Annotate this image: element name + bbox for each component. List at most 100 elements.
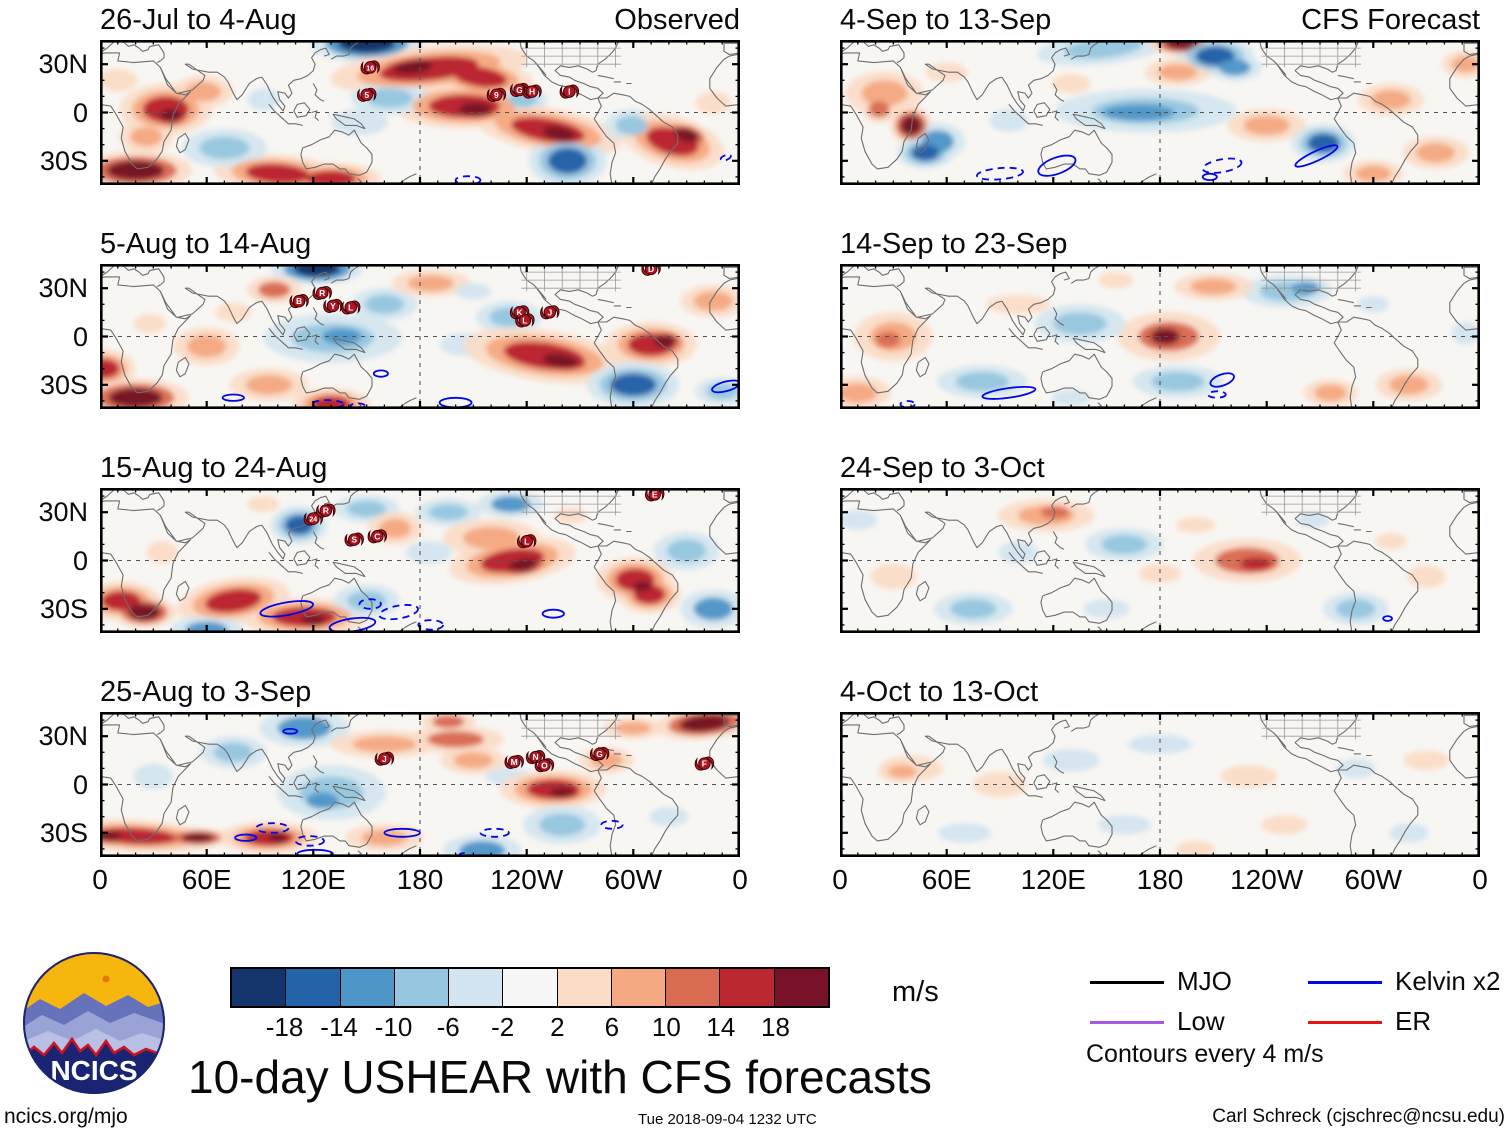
map-panel-fcst-1 xyxy=(840,40,1480,185)
colorbar-segment xyxy=(719,969,774,1006)
panel-title: 14-Sep to 23-Sep xyxy=(840,228,1068,260)
colorbar-tick-label: -10 xyxy=(374,1012,413,1042)
kelvin-contours xyxy=(1382,615,1393,622)
coastlines xyxy=(100,712,740,857)
svg-text:Y: Y xyxy=(330,301,336,311)
storm-icon: J xyxy=(374,751,395,766)
coastlines xyxy=(840,40,1480,185)
svg-text:H: H xyxy=(529,87,535,97)
storm-icon: B xyxy=(289,294,309,309)
svg-text:J: J xyxy=(547,307,552,317)
colorbar-segment xyxy=(773,969,828,1006)
footer-credit: Carl Schreck (cjschrec@ncsu.edu) xyxy=(1212,1106,1505,1127)
svg-text:9: 9 xyxy=(494,90,499,100)
column-label: CFS Forecast xyxy=(1301,4,1480,36)
column-label: Observed xyxy=(614,4,740,36)
storm-icon: O xyxy=(534,758,555,773)
svg-text:J: J xyxy=(382,754,387,764)
svg-text:N: N xyxy=(533,752,539,762)
svg-text:L: L xyxy=(348,303,353,313)
panel-title: 26-Jul to 4-Aug xyxy=(100,4,297,36)
y-tick-label: 30N xyxy=(38,721,88,751)
colorbar xyxy=(230,967,830,1008)
storm-icon: C xyxy=(367,529,387,544)
panel-title: 15-Aug to 24-Aug xyxy=(100,452,328,484)
svg-text:C: C xyxy=(374,531,380,541)
storm-icon: L xyxy=(515,313,535,328)
map-panel-fcst-4 xyxy=(840,712,1480,857)
colorbar-segment xyxy=(393,969,449,1006)
colorbar-segment xyxy=(665,969,720,1006)
footer-timestamp: Tue 2018-09-04 1232 UTC xyxy=(638,1111,817,1128)
storm-icon: J xyxy=(540,305,560,320)
x-tick-label: 60W xyxy=(604,864,663,895)
storm-icon: Y xyxy=(323,298,343,313)
svg-text:16: 16 xyxy=(366,66,374,73)
svg-text:I: I xyxy=(568,87,570,97)
y-tick-label: 30S xyxy=(39,146,88,176)
y-tick-label: 0 xyxy=(72,321,88,352)
coastlines xyxy=(100,40,740,185)
colorbar-segment xyxy=(285,969,340,1006)
svg-text:R: R xyxy=(323,506,329,516)
svg-text:B: B xyxy=(296,296,302,306)
coastlines xyxy=(840,712,1480,857)
legend-line-low xyxy=(1090,1021,1164,1024)
legend-item-er: ER xyxy=(1395,1006,1432,1036)
x-tick-label: 120W xyxy=(490,864,564,895)
map-panel-fcst-2 xyxy=(840,264,1480,409)
colorbar-tick-label: 2 xyxy=(550,1012,565,1042)
y-tick-label: 30S xyxy=(39,370,88,400)
storm-icon: F xyxy=(694,756,715,771)
x-tick-label: 60W xyxy=(1344,864,1403,895)
x-tick-label: 120W xyxy=(1230,864,1304,895)
svg-text:K: K xyxy=(517,307,524,317)
colorbar-segment xyxy=(502,969,557,1006)
svg-text:24: 24 xyxy=(309,517,317,524)
colorbar-tick-label: -2 xyxy=(491,1012,515,1042)
y-tick-label: 30N xyxy=(38,49,88,79)
colorbar-segment xyxy=(339,969,394,1006)
colorbar-tick-label: -18 xyxy=(265,1012,304,1042)
map-panel-obs-1: 16 5 9 G H I xyxy=(100,40,740,185)
colorbar-tick-label: 6 xyxy=(604,1012,620,1042)
colorbar-tick-label: -6 xyxy=(436,1012,460,1042)
colorbar-tick-label: 18 xyxy=(761,1012,790,1042)
y-tick-label: 0 xyxy=(72,545,88,576)
legend-item-low: Low xyxy=(1177,1006,1225,1036)
panel-title: 4-Sep to 13-Sep xyxy=(840,4,1052,36)
logo-sun-icon xyxy=(102,975,110,983)
svg-text:D: D xyxy=(648,264,654,274)
colorbar-tick-label: 14 xyxy=(706,1012,736,1042)
svg-text:L: L xyxy=(522,316,527,326)
svg-text:G: G xyxy=(516,85,523,95)
storm-markers: 16 5 9 G H I xyxy=(357,60,579,102)
x-tick-label: 180 xyxy=(1136,864,1184,895)
storm-icon: R xyxy=(316,503,336,518)
storm-icon: I xyxy=(559,84,579,99)
y-tick-label: 30N xyxy=(38,273,88,303)
kelvin-contours xyxy=(234,727,624,857)
x-tick-label: 0 xyxy=(92,864,108,895)
x-tick-label: 60E xyxy=(181,864,232,895)
ncics-logo: NCICS xyxy=(23,952,165,1094)
legend-line-kelvin-x2 xyxy=(1308,981,1382,984)
storm-markers: J M NO G F xyxy=(374,746,715,773)
svg-text:O: O xyxy=(541,760,548,770)
coastlines xyxy=(840,264,1480,409)
storm-icon: R xyxy=(312,286,332,300)
svg-text:E: E xyxy=(652,490,658,500)
x-tick-label: 120E xyxy=(280,864,346,895)
storm-icon: L xyxy=(517,534,537,549)
storm-icon: 16 xyxy=(360,60,380,75)
x-tick-label: 0 xyxy=(732,864,748,895)
ncics-logo-text: NCICS xyxy=(50,1055,137,1086)
map-panel-obs-4: J M NO G F xyxy=(100,712,740,857)
y-tick-label: 30N xyxy=(38,497,88,527)
x-tick-label: 0 xyxy=(1472,864,1488,895)
panel-title: 4-Oct to 13-Oct xyxy=(840,676,1039,708)
colorbar-segment xyxy=(448,969,503,1006)
x-tick-label: 120E xyxy=(1020,864,1086,895)
